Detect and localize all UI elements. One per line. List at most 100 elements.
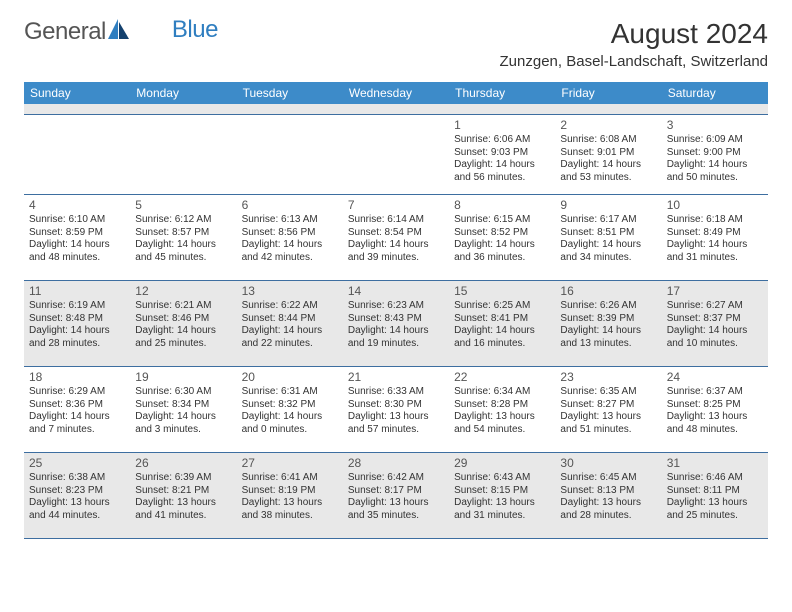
sunrise-text: Sunrise: 6:19 AM [29,300,125,313]
day-number: 31 [667,456,763,471]
sunset-text: Sunset: 8:51 PM [560,227,656,240]
calendar-day: 31Sunrise: 6:46 AMSunset: 8:11 PMDayligh… [662,452,768,538]
sunset-text: Sunset: 8:44 PM [242,313,338,326]
calendar-day: 1Sunrise: 6:06 AMSunset: 9:03 PMDaylight… [449,114,555,194]
calendar-day: 11Sunrise: 6:19 AMSunset: 8:48 PMDayligh… [24,280,130,366]
sunset-text: Sunset: 8:49 PM [667,227,763,240]
day-number: 15 [454,284,550,299]
sunrise-text: Sunrise: 6:17 AM [560,214,656,227]
day-number: 9 [560,198,656,213]
sunset-text: Sunset: 8:13 PM [560,485,656,498]
calendar-day: 22Sunrise: 6:34 AMSunset: 8:28 PMDayligh… [449,366,555,452]
day-number: 7 [348,198,444,213]
sunrise-text: Sunrise: 6:22 AM [242,300,338,313]
calendar-day: 28Sunrise: 6:42 AMSunset: 8:17 PMDayligh… [343,452,449,538]
calendar-day: 12Sunrise: 6:21 AMSunset: 8:46 PMDayligh… [130,280,236,366]
daylight-text: Daylight: 14 hours and 7 minutes. [29,411,125,437]
daylight-text: Daylight: 14 hours and 10 minutes. [667,325,763,351]
day-header: Monday [130,82,236,104]
calendar-day: 14Sunrise: 6:23 AMSunset: 8:43 PMDayligh… [343,280,449,366]
day-number: 8 [454,198,550,213]
sunrise-text: Sunrise: 6:12 AM [135,214,231,227]
day-number: 2 [560,118,656,133]
sunset-text: Sunset: 8:56 PM [242,227,338,240]
calendar-day: 20Sunrise: 6:31 AMSunset: 8:32 PMDayligh… [237,366,343,452]
daylight-text: Daylight: 14 hours and 28 minutes. [29,325,125,351]
daylight-text: Daylight: 14 hours and 56 minutes. [454,159,550,185]
calendar-day: 19Sunrise: 6:30 AMSunset: 8:34 PMDayligh… [130,366,236,452]
day-number: 30 [560,456,656,471]
calendar-week: 25Sunrise: 6:38 AMSunset: 8:23 PMDayligh… [24,452,768,538]
day-number: 5 [135,198,231,213]
calendar-day: 2Sunrise: 6:08 AMSunset: 9:01 PMDaylight… [555,114,661,194]
sunset-text: Sunset: 8:41 PM [454,313,550,326]
calendar-week: 4Sunrise: 6:10 AMSunset: 8:59 PMDaylight… [24,194,768,280]
daylight-text: Daylight: 14 hours and 13 minutes. [560,325,656,351]
daylight-text: Daylight: 14 hours and 50 minutes. [667,159,763,185]
daylight-text: Daylight: 14 hours and 45 minutes. [135,239,231,265]
calendar-day: 16Sunrise: 6:26 AMSunset: 8:39 PMDayligh… [555,280,661,366]
sunset-text: Sunset: 8:23 PM [29,485,125,498]
day-header: Sunday [24,82,130,104]
sunrise-text: Sunrise: 6:30 AM [135,386,231,399]
daylight-text: Daylight: 14 hours and 53 minutes. [560,159,656,185]
location: Zunzgen, Basel-Landschaft, Switzerland [500,53,768,70]
day-header-row: Sunday Monday Tuesday Wednesday Thursday… [24,82,768,104]
calendar-day: 3Sunrise: 6:09 AMSunset: 9:00 PMDaylight… [662,114,768,194]
sunset-text: Sunset: 8:15 PM [454,485,550,498]
day-number: 16 [560,284,656,299]
day-number: 11 [29,284,125,299]
sunset-text: Sunset: 8:21 PM [135,485,231,498]
calendar-day: 7Sunrise: 6:14 AMSunset: 8:54 PMDaylight… [343,194,449,280]
sunrise-text: Sunrise: 6:41 AM [242,472,338,485]
sunset-text: Sunset: 8:39 PM [560,313,656,326]
calendar-week: 1Sunrise: 6:06 AMSunset: 9:03 PMDaylight… [24,114,768,194]
sunset-text: Sunset: 8:54 PM [348,227,444,240]
day-number: 22 [454,370,550,385]
day-number: 24 [667,370,763,385]
day-number: 21 [348,370,444,385]
daylight-text: Daylight: 14 hours and 22 minutes. [242,325,338,351]
day-number: 23 [560,370,656,385]
sunrise-text: Sunrise: 6:37 AM [667,386,763,399]
day-number: 14 [348,284,444,299]
day-number: 27 [242,456,338,471]
sunrise-text: Sunrise: 6:15 AM [454,214,550,227]
header: General Blue August 2024 Zunzgen, Basel-… [24,18,768,70]
day-header: Thursday [449,82,555,104]
calendar-day: 5Sunrise: 6:12 AMSunset: 8:57 PMDaylight… [130,194,236,280]
daylight-text: Daylight: 13 hours and 28 minutes. [560,497,656,523]
sunset-text: Sunset: 8:34 PM [135,399,231,412]
sunset-text: Sunset: 9:01 PM [560,147,656,160]
sunrise-text: Sunrise: 6:46 AM [667,472,763,485]
day-number: 26 [135,456,231,471]
calendar-day: 8Sunrise: 6:15 AMSunset: 8:52 PMDaylight… [449,194,555,280]
calendar-day: 4Sunrise: 6:10 AMSunset: 8:59 PMDaylight… [24,194,130,280]
calendar-day: 29Sunrise: 6:43 AMSunset: 8:15 PMDayligh… [449,452,555,538]
daylight-text: Daylight: 14 hours and 25 minutes. [135,325,231,351]
sunrise-text: Sunrise: 6:21 AM [135,300,231,313]
calendar-body: 1Sunrise: 6:06 AMSunset: 9:03 PMDaylight… [24,114,768,538]
sunrise-text: Sunrise: 6:27 AM [667,300,763,313]
calendar-day: 15Sunrise: 6:25 AMSunset: 8:41 PMDayligh… [449,280,555,366]
calendar-week: 18Sunrise: 6:29 AMSunset: 8:36 PMDayligh… [24,366,768,452]
day-number: 28 [348,456,444,471]
daylight-text: Daylight: 13 hours and 54 minutes. [454,411,550,437]
day-number: 10 [667,198,763,213]
calendar-day: 6Sunrise: 6:13 AMSunset: 8:56 PMDaylight… [237,194,343,280]
daylight-text: Daylight: 13 hours and 44 minutes. [29,497,125,523]
calendar-day: 26Sunrise: 6:39 AMSunset: 8:21 PMDayligh… [130,452,236,538]
sunrise-text: Sunrise: 6:26 AM [560,300,656,313]
daylight-text: Daylight: 13 hours and 48 minutes. [667,411,763,437]
sunrise-text: Sunrise: 6:33 AM [348,386,444,399]
calendar-day: 23Sunrise: 6:35 AMSunset: 8:27 PMDayligh… [555,366,661,452]
sunrise-text: Sunrise: 6:18 AM [667,214,763,227]
sunset-text: Sunset: 8:57 PM [135,227,231,240]
calendar-day: 25Sunrise: 6:38 AMSunset: 8:23 PMDayligh… [24,452,130,538]
calendar-page: General Blue August 2024 Zunzgen, Basel-… [0,0,792,539]
sunrise-text: Sunrise: 6:29 AM [29,386,125,399]
sunrise-text: Sunrise: 6:43 AM [454,472,550,485]
daylight-text: Daylight: 14 hours and 34 minutes. [560,239,656,265]
calendar-day-empty [24,114,130,194]
daylight-text: Daylight: 14 hours and 36 minutes. [454,239,550,265]
